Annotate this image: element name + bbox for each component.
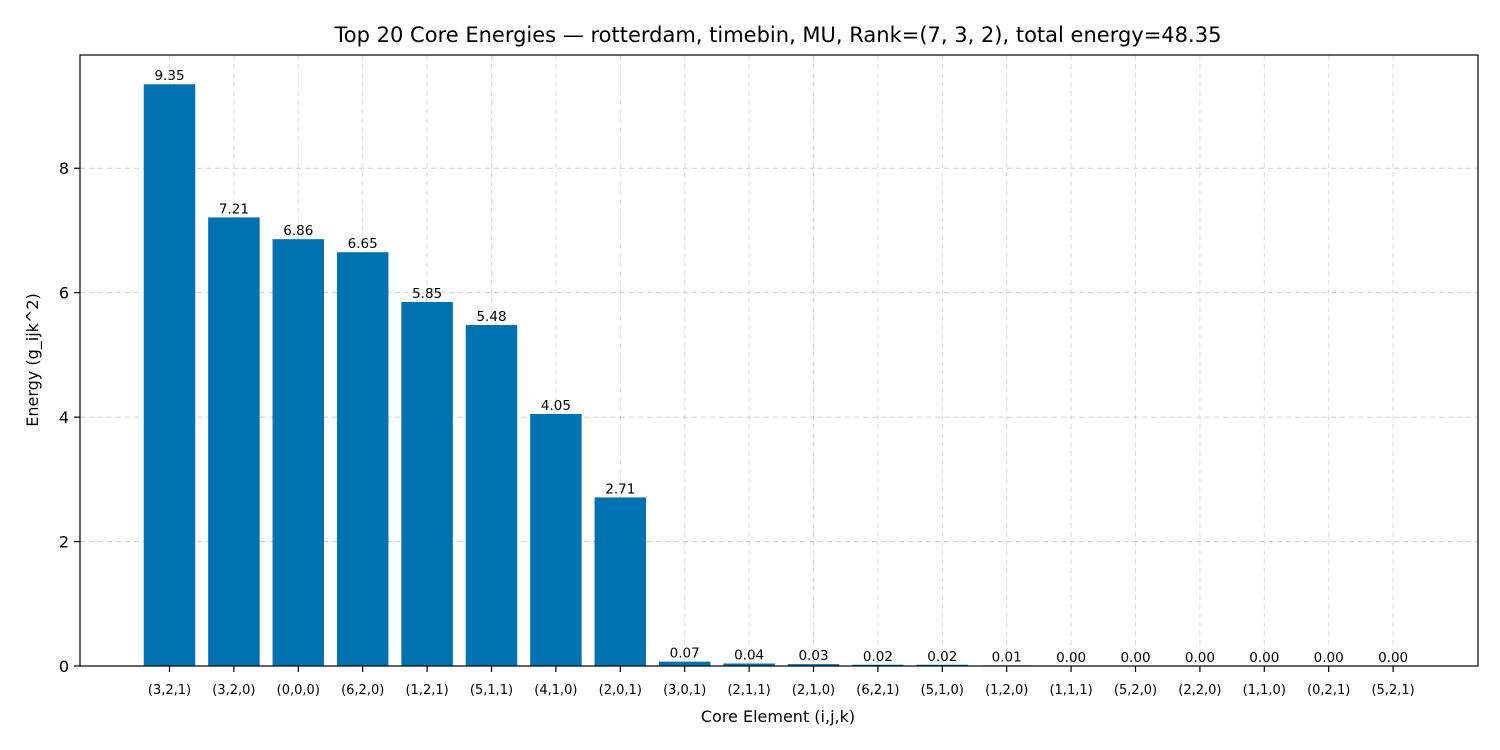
data-labels-group: 9.35 7.21 6.86 6.65 5.85 5.48 4.05 2.71 0.07 0.04… [154,68,1408,666]
bar-value-label: 0.04 [734,648,764,664]
bar [465,325,518,666]
bar [530,414,582,666]
x-tick-label: (5,2,0) [1114,683,1157,698]
bar-value-label: 7.21 [219,201,249,217]
y-tick-label: 4 [59,408,69,427]
x-tick-label: (1,1,0) [1243,683,1286,698]
bars-group [143,84,1033,666]
x-tick-label: (5,1,1) [470,683,513,698]
x-tick-label: (2,1,0) [792,683,835,698]
bar [852,664,904,666]
x-tick-label: (2,0,1) [599,683,642,698]
y-tick-label: 0 [59,657,69,676]
bar-value-label: 5.48 [476,309,506,325]
bar-value-label: 5.85 [412,286,442,302]
x-tick-label: (3,2,0) [212,683,255,698]
bar-value-label: 0.02 [927,649,957,665]
bar [401,302,453,666]
bar [723,663,775,666]
x-tick-label: (2,2,0) [1178,683,1221,698]
x-tick-label: (0,2,1) [1307,683,1350,698]
y-tick-label: 8 [59,159,69,178]
bar [594,497,647,666]
bar [272,239,325,666]
bar-value-label: 4.05 [541,398,571,414]
x-tick-label: (1,2,0) [985,683,1028,698]
y-tick-label: 2 [59,533,69,552]
bar [143,84,196,666]
bar-value-label: 0.00 [1314,650,1344,666]
bar [208,217,260,666]
bar [658,661,711,666]
grid-lines [80,55,1478,666]
bar-value-label: 9.35 [154,68,184,84]
x-tick-label: (0,0,0) [277,683,320,698]
bar-value-label: 0.01 [992,649,1022,665]
x-tick-label: (5,1,0) [921,683,964,698]
y-axis-ticks: 0 2 4 6 8 [59,159,80,676]
bar-value-label: 6.86 [283,223,313,239]
bar [916,664,969,666]
bar [787,664,840,666]
x-tick-label: (1,2,1) [405,683,448,698]
chart-title: Top 20 Core Energies — rotterdam, timebi… [334,23,1222,47]
x-tick-label: (3,2,1) [148,683,191,698]
plot-frame [79,54,1479,667]
y-tick-label: 6 [59,284,69,303]
bar-value-label: 0.02 [863,649,893,665]
bar-value-label: 0.00 [1249,650,1279,666]
bar-value-label: 0.07 [670,646,700,662]
bar-value-label: 0.00 [1185,650,1215,666]
bar-value-label: 0.00 [1378,650,1408,666]
x-tick-label: (2,1,1) [727,683,770,698]
x-tick-label: (3,0,1) [663,683,706,698]
bar-value-label: 2.71 [605,481,635,497]
bar-value-label: 0.00 [1056,650,1086,666]
x-axis-label: Core Element (i,j,k) [701,707,855,726]
x-tick-label: (1,1,1) [1049,683,1092,698]
x-tick-label: (4,1,0) [534,683,577,698]
bar-value-label: 0.03 [798,648,828,664]
y-axis-label: Energy (g_ijk^2) [23,293,43,426]
bar-value-label: 6.65 [348,236,378,252]
x-axis-ticks: (3,2,1) (3,2,0) (0,0,0) (6,2,0) (1,2,1) (5,1,… [148,666,1415,698]
x-tick-label: (6,2,1) [856,683,899,698]
x-tick-label: (6,2,0) [341,683,384,698]
bar [336,252,389,666]
x-tick-label: (5,2,1) [1371,683,1414,698]
bar-value-label: 0.00 [1120,650,1150,666]
